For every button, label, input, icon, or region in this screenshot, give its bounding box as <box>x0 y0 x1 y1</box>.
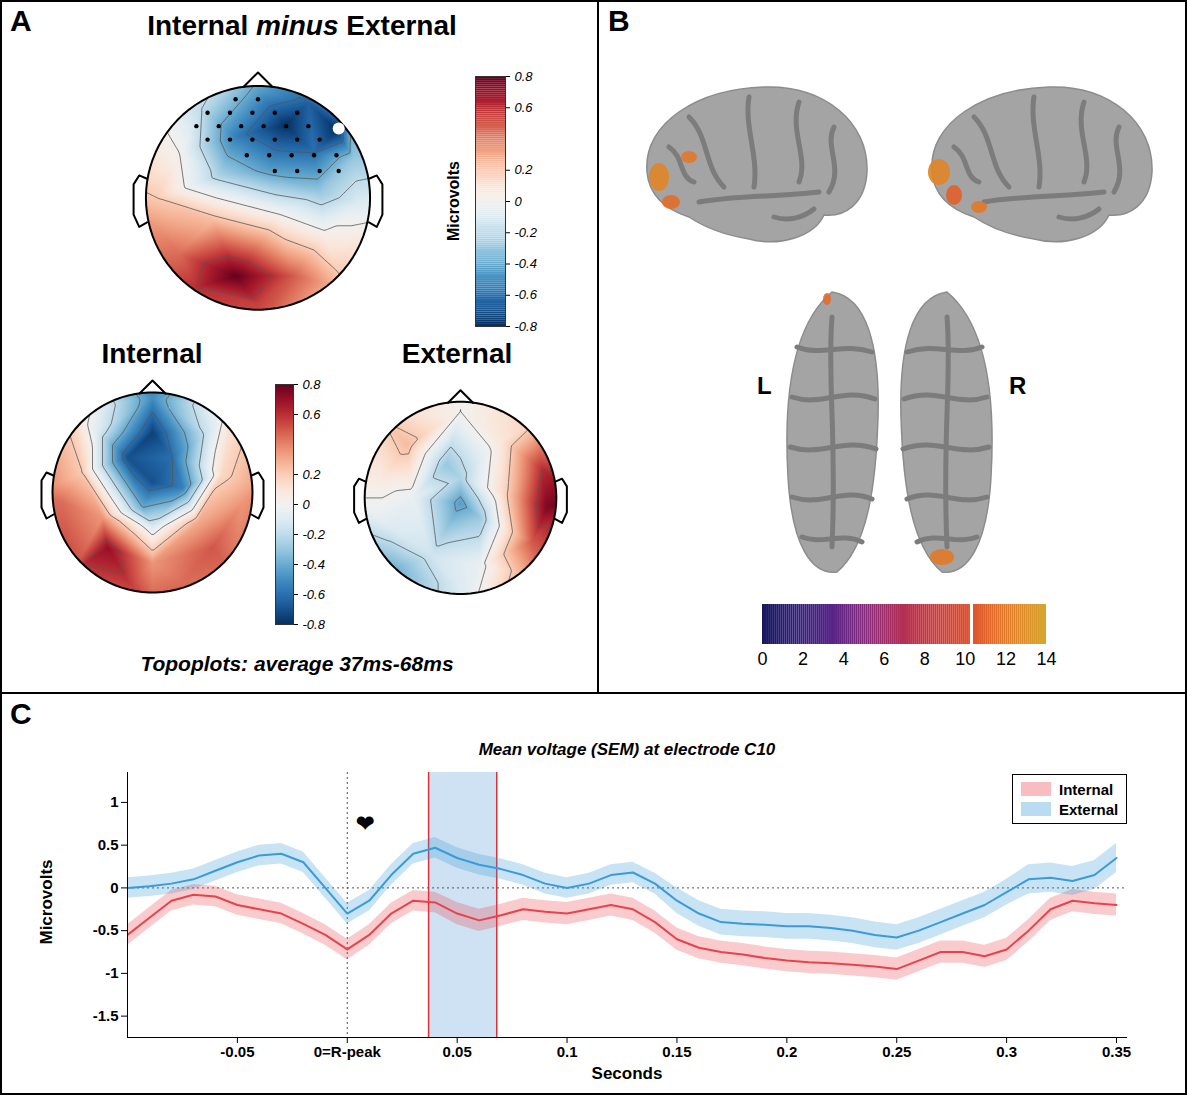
svg-text:0.6: 0.6 <box>303 407 322 422</box>
svg-text:-0.2: -0.2 <box>515 225 538 240</box>
svg-text:0.8: 0.8 <box>303 377 322 392</box>
svg-text:0.3: 0.3 <box>996 1043 1017 1060</box>
svg-text:-0.4: -0.4 <box>515 256 537 271</box>
svg-text:12: 12 <box>996 649 1016 669</box>
html-text:Internal: Internal <box>101 338 203 369</box>
svg-text:4: 4 <box>839 649 849 669</box>
svg-text:-0.2: -0.2 <box>303 527 326 542</box>
svg-text:-0.6: -0.6 <box>515 287 538 302</box>
svg-text:0: 0 <box>303 497 311 512</box>
svg-text:2: 2 <box>798 649 808 669</box>
svg-text:-0.5: -0.5 <box>93 921 119 938</box>
svg-text:0.2: 0.2 <box>303 467 322 482</box>
svg-text:14: 14 <box>1036 649 1056 669</box>
svg-text:0.15: 0.15 <box>662 1043 691 1060</box>
svg-text:-0.8: -0.8 <box>515 319 538 334</box>
svg-text:0.35: 0.35 <box>1102 1043 1131 1060</box>
svg-text:0.25: 0.25 <box>882 1043 911 1060</box>
html-text:Internal minus External: Internal minus External <box>147 10 457 41</box>
svg-text:0: 0 <box>515 194 523 209</box>
svg-text:0: 0 <box>757 649 767 669</box>
html-text:A: A <box>10 4 32 37</box>
html-text:L: L <box>757 372 772 399</box>
svg-text:8: 8 <box>920 649 930 669</box>
svg-text:-1: -1 <box>105 964 118 981</box>
svg-text:-0.05: -0.05 <box>220 1043 254 1060</box>
svg-text:0.8: 0.8 <box>515 69 534 84</box>
svg-text:0.1: 0.1 <box>557 1043 578 1060</box>
html-text:External: External <box>1059 800 1119 818</box>
svg-text:-0.8: -0.8 <box>303 617 326 632</box>
svg-text:0.2: 0.2 <box>776 1043 797 1060</box>
svg-text:0.5: 0.5 <box>98 836 119 853</box>
svg-text:0.05: 0.05 <box>443 1043 472 1060</box>
html-text:C: C <box>10 697 32 730</box>
html-text:Mean voltage (SEM) at electrod: Mean voltage (SEM) at electrode C10 <box>478 740 776 759</box>
svg-text:1: 1 <box>110 793 118 810</box>
svg-text:6: 6 <box>879 649 889 669</box>
html-text:R: R <box>1009 372 1027 399</box>
svg-text:0: 0 <box>110 879 118 896</box>
html-text:B: B <box>608 4 630 37</box>
html-text:External: External <box>401 338 513 369</box>
svg-text:0.6: 0.6 <box>515 100 534 115</box>
svg-text:❤: ❤ <box>356 811 374 836</box>
html-text:Seconds: Seconds <box>591 1064 663 1083</box>
svg-text:-0.4: -0.4 <box>303 557 325 572</box>
html-text:Microvolts: Microvolts <box>37 859 56 945</box>
svg-text:-0.6: -0.6 <box>303 587 326 602</box>
html-text:Internal: Internal <box>1059 780 1114 798</box>
html-text:Topoplots: average 37ms-68ms: Topoplots: average 37ms-68ms <box>140 652 454 675</box>
svg-text:-1.5: -1.5 <box>93 1007 119 1024</box>
svg-text:10: 10 <box>955 649 975 669</box>
html-text:Microvolts: Microvolts <box>445 161 462 241</box>
svg-text:0.2: 0.2 <box>515 162 534 177</box>
svg-text:0=R-peak: 0=R-peak <box>314 1043 382 1060</box>
